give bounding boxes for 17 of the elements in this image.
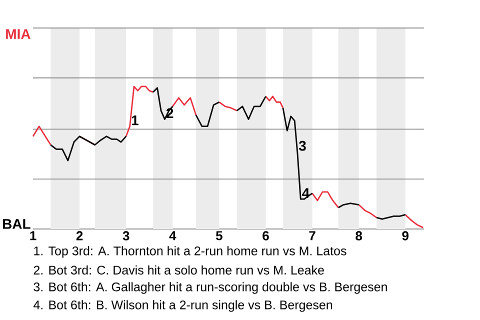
text: BAL bbox=[2, 219, 30, 229]
text: 1. Top 3rd: A. Thornton hit a 2-run home run vs M. Latos bbox=[34, 246, 346, 258]
text: 3. Bot 6th: A. Gallagher hit a run-scoring double vs B. Bergesen bbox=[34, 282, 387, 294]
x-tick-label: 6 bbox=[262, 231, 269, 240]
text: MIA bbox=[6, 29, 30, 39]
x-tick-label: 9 bbox=[402, 231, 408, 240]
annotation: 3 bbox=[298, 140, 306, 151]
x-tick-label: 3 bbox=[122, 231, 130, 240]
x-tick-label: 4 bbox=[169, 231, 176, 240]
x-tick-label: 2 bbox=[76, 231, 83, 240]
text: 2. Bot 3rd: C. Davis hit a solo home run vs M. Leake bbox=[34, 265, 324, 275]
x-tick-label: 8 bbox=[356, 231, 362, 240]
x-tick-label: 5 bbox=[216, 231, 222, 240]
x-tick-label: 7 bbox=[309, 231, 316, 240]
text: 4. Bot 6th: B. Wilson hit a 2-run single vs B. Bergesen bbox=[33, 300, 332, 312]
x-tick-label: 1 bbox=[30, 231, 36, 240]
annotation: 1 bbox=[132, 116, 138, 126]
